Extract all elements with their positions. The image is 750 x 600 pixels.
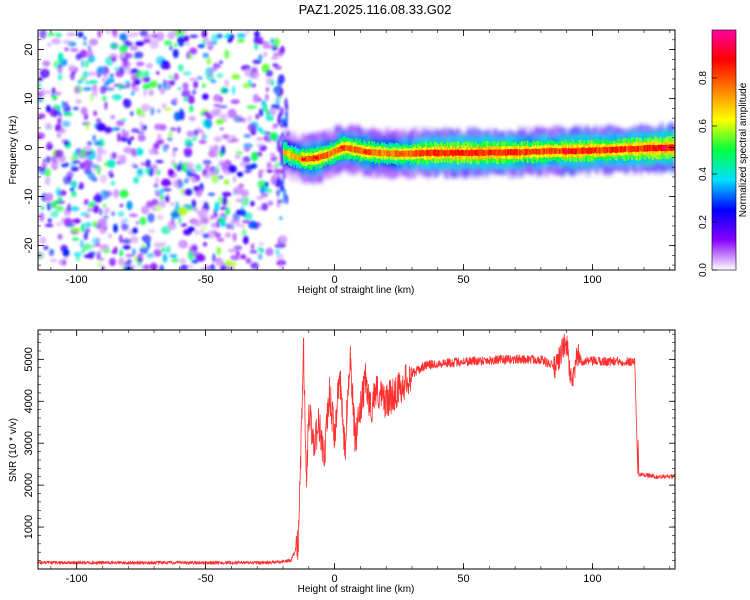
spectrogram-image [38, 30, 675, 270]
spectrogram-xlabel: Height of straight line (km) [298, 285, 415, 296]
spectrogram-ytick-label: 20 [23, 43, 35, 55]
snr-ytick-label: 5000 [23, 347, 35, 371]
figure-title: PAZ1.2025.116.08.33.G02 [299, 2, 452, 17]
snr-ytick-label: 4000 [23, 389, 35, 413]
snr-xlabel: Height of straight line (km) [298, 584, 415, 595]
spectrogram-xtick-label: -100 [66, 274, 88, 286]
colorbar-label: Normalized spectral amplitude [738, 82, 749, 217]
colorbar-tick-label: 0.6 [698, 119, 709, 133]
spectrogram-frame [37, 29, 676, 271]
snr-xtick-label: -50 [198, 573, 214, 585]
snr-xtick-label: 50 [457, 573, 469, 585]
snr-axes: -100 -50 0 50 100 1000 2000 3000 4000 5000 [23, 330, 675, 585]
spectrogram-xtick-label: 100 [583, 274, 601, 286]
snr-frame [37, 329, 676, 570]
colorbar: 0.0 0.2 0.4 0.6 0.8 Normalized spectral ampl… [698, 29, 749, 277]
colorbar-tick-label: 0.8 [698, 71, 709, 85]
snr-series-line [38, 333, 675, 565]
spectrogram-ytick-label: -20 [23, 238, 35, 254]
snr-ytick-label: 3000 [23, 431, 35, 455]
snr-ytick-label: 1000 [23, 515, 35, 539]
colorbar-frame [711, 29, 737, 271]
colorbar-tick-label: 0.4 [698, 167, 709, 181]
spectrogram-xtick-label: -50 [198, 274, 214, 286]
noise-blobs [38, 30, 290, 270]
spectrogram-ytick-label: 0 [23, 144, 35, 150]
spectrogram-xtick-label: 50 [457, 274, 469, 286]
signal-ridge [283, 121, 675, 185]
snr-xtick-label: -100 [66, 573, 88, 585]
spectrogram-ytick-label: 10 [23, 92, 35, 104]
spectrogram-xtick-label: 0 [332, 274, 338, 286]
spectrogram-ytick-label: -10 [23, 189, 35, 205]
colorbar-tick-label: 0.2 [698, 215, 709, 229]
snr-ytick-label: 2000 [23, 473, 35, 497]
spectrogram-ylabel: Frequency (Hz) [8, 116, 19, 185]
colorbar-gradient [712, 30, 736, 270]
colorbar-tick-label: 0.0 [698, 263, 709, 277]
snr-panel: -100 -50 0 50 100 1000 2000 3000 4000 5000 Height… [8, 329, 676, 595]
colorbar-axes: 0.0 0.2 0.4 0.6 0.8 [698, 71, 717, 277]
snr-ylabel: SNR (10 * v/v) [8, 418, 19, 482]
snr-xtick-label: 0 [332, 573, 338, 585]
snr-xtick-label: 100 [583, 573, 601, 585]
